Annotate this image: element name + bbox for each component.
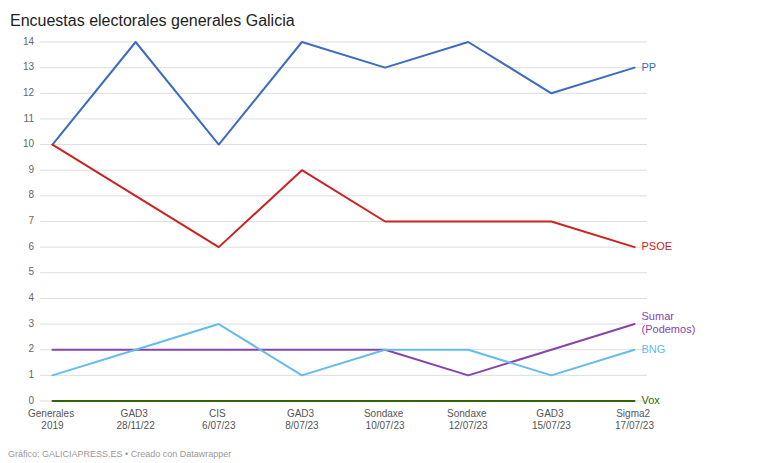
y-tick-label: 8 — [28, 189, 34, 200]
lines — [52, 42, 634, 401]
y-tick-label: 5 — [28, 266, 34, 277]
series-line — [52, 42, 634, 145]
y-tick-label: 4 — [28, 292, 34, 303]
y-tick-label: 12 — [23, 87, 35, 98]
x-tick-label: GAD3 28/11/22 — [117, 408, 156, 431]
series-label: PSOE — [642, 240, 673, 252]
y-tick-label: 9 — [28, 164, 34, 175]
y-tick-label: 2 — [28, 343, 34, 354]
grid-line — [40, 401, 647, 402]
grid-line — [40, 221, 647, 222]
x-tick-label: Sondaxe 12/07/23 — [447, 408, 489, 431]
x-tick-label: Generales 2019 — [28, 408, 77, 431]
grid-line — [40, 93, 647, 94]
grid-line — [40, 67, 647, 68]
y-axis: 01234567891011121314 — [23, 36, 35, 406]
series-label: PP — [642, 61, 657, 73]
series-line — [52, 324, 634, 375]
y-tick-label: 11 — [24, 113, 35, 124]
y-tick-label: 14 — [23, 36, 35, 47]
grid-line — [40, 170, 647, 171]
x-tick-label: Sondaxe 10/07/23 — [364, 408, 406, 431]
y-tick-label: 6 — [28, 241, 34, 252]
series-line — [52, 324, 634, 375]
grid-line — [40, 375, 647, 376]
y-tick-label: 0 — [28, 395, 34, 406]
title: Encuestas electorales generales Galicia — [10, 12, 295, 29]
grid-line — [40, 324, 647, 325]
x-tick-label: GAD3 15/07/23 — [532, 408, 571, 431]
y-tick-label: 3 — [28, 318, 34, 329]
series-line — [52, 145, 634, 248]
grid-line — [40, 42, 647, 43]
series-label: BNG — [642, 343, 666, 355]
grid-line — [40, 298, 647, 299]
x-tick-label: Sigma2 17/07/23 — [615, 408, 654, 431]
series-label: Vox — [642, 394, 661, 406]
series-label: Sumar(Podemos) — [642, 310, 696, 335]
footer: Gráfico: GALICIAPRESS.ES • Creado con Da… — [8, 449, 231, 459]
grid-line — [40, 144, 647, 145]
grid-line — [40, 118, 647, 119]
grid — [40, 42, 647, 401]
chart: Encuestas electorales generales Galicia 0… — [0, 0, 757, 463]
x-axis: Generales 2019 GAD3 28/11/22 CIS 6/07/23 GA… — [28, 408, 654, 431]
y-tick-label: 7 — [28, 215, 34, 226]
y-tick-label: 10 — [23, 138, 35, 149]
grid-line — [40, 272, 647, 273]
series-line — [52, 400, 634, 402]
y-tick-label: 13 — [23, 61, 35, 72]
x-tick-label: GAD3 8/07/23 — [285, 408, 319, 431]
series-labels: PP PSOE Sumar(Podemos) BNG Vox — [642, 61, 696, 406]
y-tick-label: 1 — [28, 369, 34, 380]
x-tick-label: CIS 6/07/23 — [202, 408, 236, 431]
grid-line — [40, 247, 647, 248]
